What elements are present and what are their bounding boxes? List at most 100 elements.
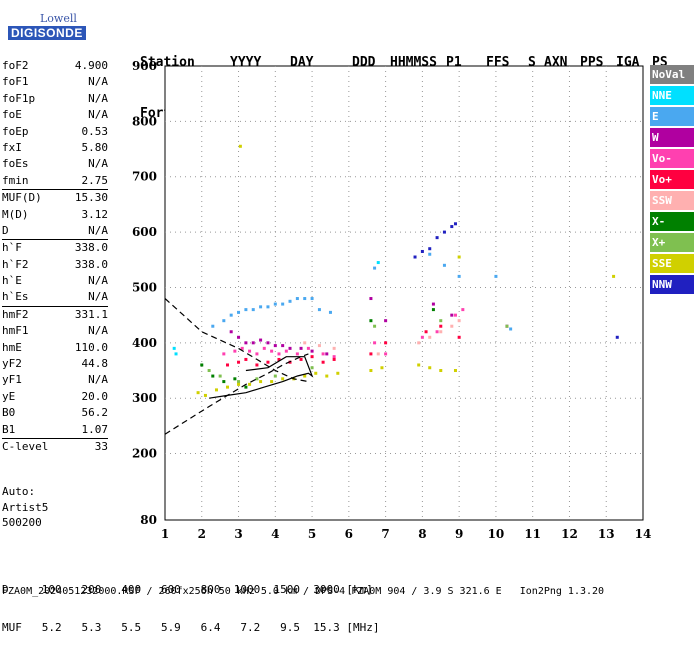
- echo-point: [281, 344, 285, 348]
- echo-point: [259, 305, 263, 309]
- echo-point: [369, 352, 373, 356]
- param-value: 4.900: [74, 59, 108, 72]
- echo-point: [453, 222, 457, 226]
- x-tick-label: 13: [598, 527, 615, 541]
- echo-point: [439, 330, 443, 334]
- legend-item-nnw: NNW: [650, 275, 694, 294]
- echo-point: [369, 297, 373, 301]
- echo-point: [244, 357, 248, 361]
- param-row: hmF2 331.1: [2, 305, 108, 323]
- y-tick-label: 200: [132, 447, 157, 461]
- echo-point: [336, 371, 340, 375]
- echo-point: [277, 352, 281, 356]
- param-row: hmF1 N/A: [2, 323, 108, 339]
- echo-point: [310, 366, 314, 370]
- echo-point: [237, 310, 241, 314]
- param-value: 3.12: [81, 207, 109, 221]
- param-value: 5.80: [81, 140, 109, 154]
- param-row: foF1p N/A: [2, 91, 108, 107]
- param-label: D: [2, 223, 9, 237]
- digisonde-logo: Lowell DIGISONDE: [4, 6, 86, 42]
- echo-point: [244, 385, 248, 389]
- param-row: foEs N/A: [2, 156, 108, 172]
- param-value: N/A: [88, 274, 108, 288]
- echo-point: [299, 357, 303, 361]
- echo-point: [442, 230, 446, 234]
- echo-point: [384, 352, 388, 356]
- param-label: MUF(D): [2, 191, 42, 205]
- echo-point: [442, 263, 446, 267]
- echo-point: [450, 324, 454, 328]
- y-tick-label: 500: [132, 280, 157, 294]
- y-tick-label: 800: [132, 114, 157, 128]
- param-label: foEp: [2, 124, 29, 138]
- param-row: B0 56.2: [2, 405, 108, 421]
- polarization-legend: NoVal NNE E W Vo- Vo+ SSW X- X+ SSE NNW: [650, 65, 694, 296]
- param-label: yF2: [2, 357, 22, 371]
- x-tick-label: 5: [308, 527, 316, 541]
- legend-item-vo: Vo+: [650, 170, 694, 189]
- distance-row: D 100 200 400 600 800 1000 1500 3000 [km…: [2, 583, 373, 596]
- echo-point: [281, 377, 285, 381]
- parameter-table: foF2 4.900 foF1 N/A foF1p N/A foE N/A foEp 0.53 fx…: [2, 58, 108, 455]
- echo-point: [237, 382, 241, 386]
- x-tick-label: 1: [161, 527, 169, 541]
- echo-point: [226, 385, 230, 389]
- echo-point: [211, 324, 215, 328]
- param-row: hmE 110.0: [2, 340, 108, 356]
- logo-digisonde-text: DIGISONDE: [8, 26, 86, 40]
- y-tick-label: 80: [140, 513, 157, 527]
- echo-point: [450, 225, 454, 229]
- param-value: N/A: [88, 91, 108, 105]
- legend-item-nne: NNE: [650, 86, 694, 105]
- legend-item-noval: NoVal: [650, 65, 694, 84]
- echo-point: [266, 360, 270, 364]
- header-label-7: S: [528, 55, 536, 70]
- echo-point: [461, 308, 465, 312]
- param-label: yF1: [2, 373, 22, 387]
- echo-point: [417, 363, 421, 367]
- echo-point: [373, 341, 377, 345]
- param-value: N/A: [88, 373, 108, 387]
- echo-point: [420, 249, 424, 253]
- y-tick-label: 900: [132, 59, 157, 73]
- echo-point: [317, 308, 321, 312]
- echo-point: [233, 349, 237, 353]
- param-row: foF2 4.900: [2, 58, 108, 74]
- param-value: 110.0: [74, 340, 108, 354]
- param-row: yE 20.0: [2, 389, 108, 405]
- echo-point: [424, 330, 428, 334]
- echo-point: [214, 388, 218, 392]
- profile-solid: [209, 356, 314, 399]
- y-tick-label: 300: [132, 391, 157, 405]
- echo-point: [306, 346, 310, 350]
- param-label: h`F2: [2, 257, 29, 271]
- echo-point: [303, 341, 307, 345]
- echo-point: [417, 341, 421, 345]
- param-label: M(D): [2, 207, 29, 221]
- echo-point: [321, 352, 325, 356]
- echo-point: [369, 319, 373, 323]
- echo-point: [453, 369, 457, 373]
- param-label: fxI: [2, 140, 22, 154]
- echo-point: [321, 360, 325, 364]
- echo-point: [211, 374, 215, 378]
- echo-point: [380, 366, 384, 370]
- echo-point: [229, 313, 233, 317]
- echo-point: [435, 330, 439, 334]
- echo-point: [277, 357, 281, 361]
- param-value: 331.1: [74, 307, 108, 321]
- auto-software: Artist5: [2, 500, 49, 514]
- echo-point: [237, 380, 241, 384]
- param-row: yF1 N/A: [2, 372, 108, 388]
- echo-point: [413, 255, 417, 259]
- echo-point: [266, 341, 270, 345]
- echo-point: [218, 374, 222, 378]
- echo-point: [288, 299, 292, 303]
- param-value: N/A: [88, 223, 108, 237]
- x-tick-label: 7: [381, 527, 389, 541]
- echo-point: [428, 252, 432, 256]
- echo-point: [457, 319, 461, 323]
- echo-point: [373, 324, 377, 328]
- echo-point: [420, 335, 424, 339]
